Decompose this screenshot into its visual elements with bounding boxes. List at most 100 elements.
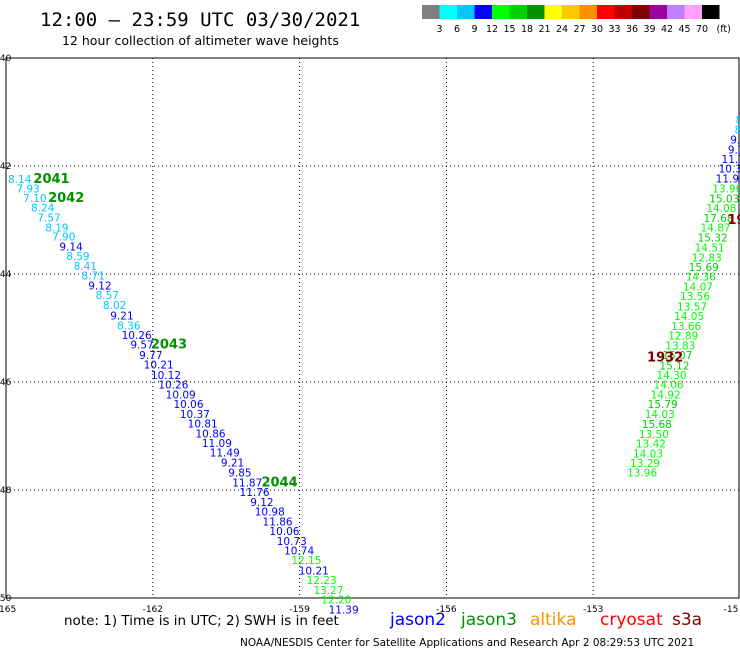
swh-value-jason3: 10.21 — [144, 360, 174, 372]
pass-number-label: 1932 — [647, 351, 683, 366]
swh-value-s3a: 15.03 — [709, 193, 739, 205]
footer-credit: NOAA/NESDIS Center for Satellite Applica… — [240, 637, 694, 649]
swh-value-jason3: 9.14 — [59, 241, 83, 253]
pass-number-label: 2042 — [48, 191, 84, 206]
y-tick-label: -44 — [0, 270, 12, 280]
colorbar-legend: 3 6 9 12 15 18 21 24 27 30 33 36 39 42 45 70 (ft) — [422, 5, 731, 35]
swh-value-s3a: 12.83 — [692, 252, 722, 264]
swh-value-jason3: 9.77 — [139, 350, 162, 362]
swh-value-s3a: 14.92 — [651, 389, 681, 401]
swh-value-s3a: 15.68 — [642, 419, 672, 431]
chart-title: 12:00 – 23:59 UTC 03/30/2021 — [40, 9, 360, 31]
colorbar-swatch — [422, 5, 440, 19]
colorbar-label: 24 — [556, 24, 568, 35]
satellite-cryosat: cryosat — [600, 610, 663, 630]
swh-value-s3a: 11.95 — [716, 173, 740, 185]
swh-value-jason3: 10.26 — [158, 380, 188, 392]
swh-value-s3a: 13.56 — [680, 291, 710, 303]
swh-value-s3a: 13.96 — [712, 184, 740, 196]
swh-value-s3a: 15.07 — [662, 350, 692, 362]
colorbar-label: 27 — [573, 24, 585, 35]
colorbar-label: 6 — [454, 24, 460, 35]
swh-value-s3a: 13.42 — [636, 439, 666, 451]
colorbar-swatch — [509, 5, 527, 19]
colorbar-swatch — [562, 5, 580, 19]
swh-value-s3a: 10.31 — [719, 164, 740, 176]
swh-value-jason3: 9.21 — [110, 311, 133, 323]
colorbar-label: 33 — [608, 24, 620, 35]
swh-value-s3a: 13.29 — [630, 458, 660, 470]
swh-value-jason3: 8.19 — [45, 223, 68, 235]
swh-value-s3a: 14.08 — [706, 203, 736, 215]
colorbar-swatch — [597, 5, 615, 19]
swh-value-jason3: 11.87 — [232, 477, 262, 489]
x-tick-label: -153 — [583, 605, 603, 615]
swh-value-s3a: 8.5 — [736, 115, 740, 127]
colorbar-swatch — [492, 5, 510, 19]
swh-value-jason3: 11.39 — [329, 604, 359, 616]
colorbar-swatch — [579, 5, 597, 19]
satellite-s3a: s3a — [672, 610, 702, 630]
swh-value-jason3: 12.20 — [321, 595, 351, 607]
swh-value-s3a: 14.30 — [656, 370, 686, 382]
swh-value-s3a: 14.06 — [654, 380, 684, 392]
swh-value-jason3: 11.49 — [210, 448, 240, 460]
swh-value-s3a: 8.9 — [735, 124, 740, 136]
swh-value-s3a: 12.89 — [668, 331, 698, 343]
y-tick-label: -46 — [0, 378, 12, 388]
x-tick-label: -156 — [436, 605, 457, 615]
swh-value-jason3: 11.09 — [202, 438, 232, 450]
swh-value-jason3: 8.02 — [103, 300, 126, 312]
colorbar-swatch — [474, 5, 492, 19]
colorbar-swatch — [702, 5, 720, 19]
y-tick-label: -48 — [0, 486, 12, 496]
swh-value-jason3: 10.09 — [166, 389, 196, 401]
swh-value-s3a: 14.05 — [674, 311, 704, 323]
swh-value-s3a: 13.96 — [627, 468, 657, 480]
colorbar-unit: (ft) — [717, 24, 731, 35]
swh-value-jason3: 7.10 — [23, 193, 46, 205]
y-tick-label: -42 — [0, 162, 11, 172]
swh-value-jason3: 11.76 — [240, 487, 270, 499]
colorbar-label: 15 — [503, 24, 515, 35]
swh-value-s3a: 14.03 — [633, 448, 663, 460]
swh-value-jason3: 10.74 — [284, 545, 314, 557]
swh-value-s3a: 14.07 — [683, 281, 713, 293]
pass-number-label: 2044 — [261, 475, 297, 490]
satellite-altika: altika — [530, 610, 577, 630]
colorbar-label: 39 — [643, 24, 655, 35]
swh-value-s3a: 9.38 — [728, 144, 740, 156]
colorbar-swatch — [544, 5, 562, 19]
swh-value-jason3: 9.57 — [130, 340, 153, 352]
swh-value-s3a: 15.12 — [659, 360, 689, 372]
colorbar-label: 3 — [436, 24, 442, 35]
swh-value-jason3: 10.37 — [180, 409, 210, 421]
axis-ticks: -165 -162 -159 -156 -153 -15 -40 -42 -44 -46 -48 -5… — [0, 54, 738, 615]
swh-value-jason3: 8.14 — [8, 174, 32, 186]
pass-number-label: 19 — [728, 213, 740, 228]
colorbar-label: 45 — [678, 24, 690, 35]
swh-value-jason3: 7.93 — [16, 184, 39, 196]
swh-value-jason3: 8.24 — [31, 203, 55, 215]
data-points: 8.147.937.108.247.578.197.909.148.598.41… — [8, 105, 740, 617]
swh-value-s3a: 13.83 — [665, 340, 695, 352]
swh-value-jason3: 7.90 — [52, 232, 75, 244]
pass-number-label: 2043 — [151, 338, 187, 353]
swh-value-s3a: 14.36 — [686, 272, 716, 284]
swh-value-s3a: 14.03 — [645, 409, 675, 421]
swh-value-jason3: 8.59 — [66, 251, 89, 263]
x-tick-label: -165 — [0, 605, 16, 615]
swh-value-jason3: 10.81 — [188, 419, 218, 431]
colorbar-label: 30 — [591, 24, 603, 35]
swh-value-jason3: 10.06 — [269, 526, 299, 538]
pass-labels: 2041 2042 2043 2044 19 1932 — [33, 172, 740, 490]
swh-value-jason3: 9.12 — [88, 280, 111, 292]
y-tick-label: -50 — [0, 594, 12, 604]
swh-value-s3a: 14.87 — [701, 223, 731, 235]
swh-value-jason3: 10.12 — [151, 370, 181, 382]
colorbar-swatch — [684, 5, 702, 19]
swh-value-jason3: 8.36 — [117, 320, 141, 332]
colorbar-swatch — [614, 5, 632, 19]
x-tick-label: -15 — [724, 605, 739, 615]
